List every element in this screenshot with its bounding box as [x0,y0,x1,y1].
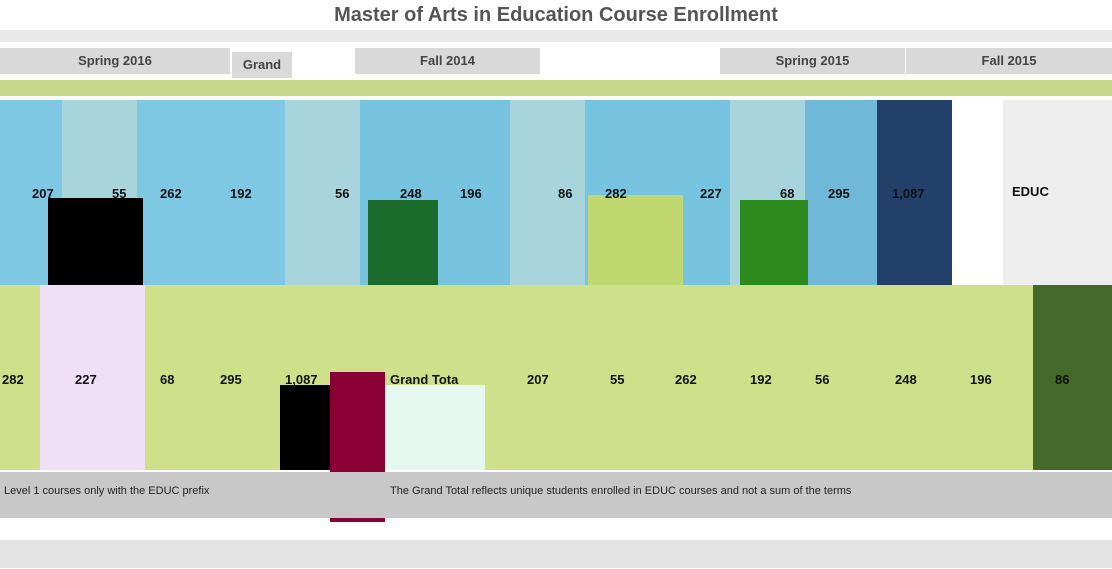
cell-value: 295 [220,372,242,387]
cell [48,198,143,285]
header: Grand [232,52,293,78]
cell [588,195,683,285]
footer-note: Level 1 courses only with the EDUC prefi… [4,485,210,497]
cell-value: 248 [895,372,917,387]
cell-value: 227 [75,372,97,387]
title: Master of Arts in Education Course Enrol… [334,4,778,26]
cell-value: 282 [605,186,627,201]
cell-value: 196 [970,372,992,387]
header: Fall 2014 [355,48,541,74]
row-label: Grand Tota [390,372,459,387]
cell [385,385,485,470]
cell-value: 192 [230,186,252,201]
cell-value: 192 [750,372,772,387]
footer-note: The Grand Total reflects unique students… [390,485,852,497]
cell-value: 55 [610,372,625,387]
header: Fall 2015 [906,48,1112,74]
header: Spring 2015 [720,48,906,74]
cell-value: 227 [700,186,722,201]
cell [368,200,438,285]
row-label: EDUC [1012,184,1049,199]
subheader-strip [0,80,1112,96]
cell-value: 86 [558,186,573,201]
cell [740,200,808,285]
footer-bar [0,540,1112,568]
cell-value: 262 [675,372,697,387]
cell-value: 295 [828,186,850,201]
cell [285,100,360,285]
cell-value: 207 [527,372,549,387]
cell-value: 86 [1055,372,1070,387]
cell-value: 68 [160,372,175,387]
cell [510,100,585,285]
cell-value: 282 [2,372,24,387]
footer-bar [0,472,1112,518]
cell-value: 1,087 [892,186,925,201]
cell-value: 68 [780,186,795,201]
cell-value: 1,087 [285,372,318,387]
header: Spring 2016 [0,48,231,74]
cell-value: 207 [32,186,54,201]
cell [280,385,330,470]
cell [1003,100,1112,285]
cell-value: 196 [460,186,482,201]
cell-value: 56 [335,186,350,201]
cell-value: 248 [400,186,422,201]
row-band [0,285,1112,470]
toolbar [0,30,1112,42]
cell [1033,285,1112,470]
cell [40,285,145,470]
cell-value: 55 [112,186,127,201]
cell [877,100,952,285]
cell-value: 262 [160,186,182,201]
cell [805,100,877,285]
cell-value: 56 [815,372,830,387]
